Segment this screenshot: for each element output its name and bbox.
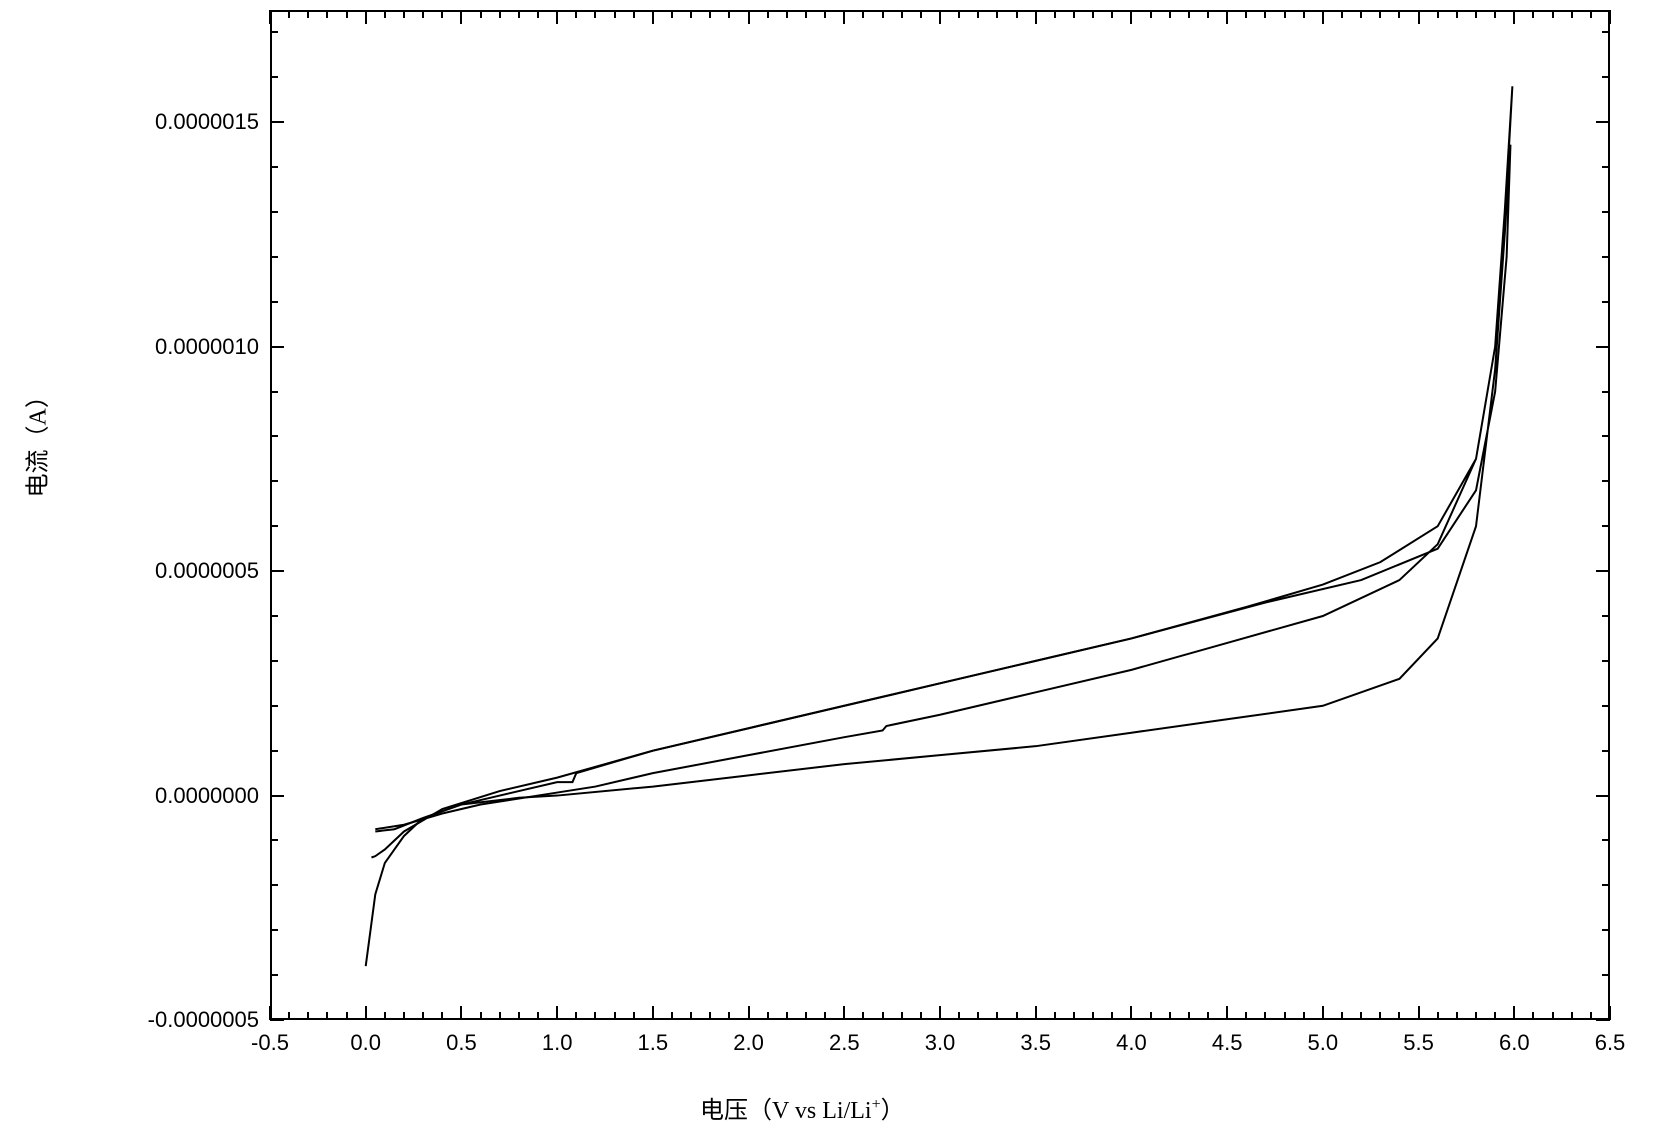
x-tick-label: 6.5	[1595, 1030, 1626, 1056]
y-tick-label: 0.0000010	[155, 334, 259, 360]
curve-curve1	[366, 145, 1511, 966]
y-tick-label: 0.0000005	[155, 558, 259, 584]
x-tick-label: 5.0	[1308, 1030, 1339, 1056]
x-tick-label: 4.5	[1212, 1030, 1243, 1056]
x-tick-label: 3.5	[1020, 1030, 1051, 1056]
x-tick-label: -0.5	[251, 1030, 289, 1056]
x-tick-label: 2.5	[829, 1030, 860, 1056]
x-tick-label: 2.0	[733, 1030, 764, 1056]
x-tick-label: 6.0	[1499, 1030, 1530, 1056]
x-tick-label: 0.0	[350, 1030, 381, 1056]
chart-curves	[270, 10, 1610, 1020]
y-tick-label: 0.0000000	[155, 783, 259, 809]
curve-curve2	[371, 86, 1512, 857]
x-tick-label: 5.5	[1403, 1030, 1434, 1056]
y-axis-label: 电流（A）	[18, 384, 53, 497]
x-tick-label: 1.5	[638, 1030, 669, 1056]
x-tick-label: 1.0	[542, 1030, 573, 1056]
chart-plot-area	[270, 10, 1610, 1020]
x-axis-label: 电压（V vs Li/Li+）	[700, 1090, 905, 1125]
x-tick-label: 4.0	[1116, 1030, 1147, 1056]
x-tick-label: 0.5	[446, 1030, 477, 1056]
y-tick-label: -0.0000005	[148, 1007, 259, 1033]
y-tick-label: 0.0000015	[155, 109, 259, 135]
x-tick-label: 3.0	[925, 1030, 956, 1056]
